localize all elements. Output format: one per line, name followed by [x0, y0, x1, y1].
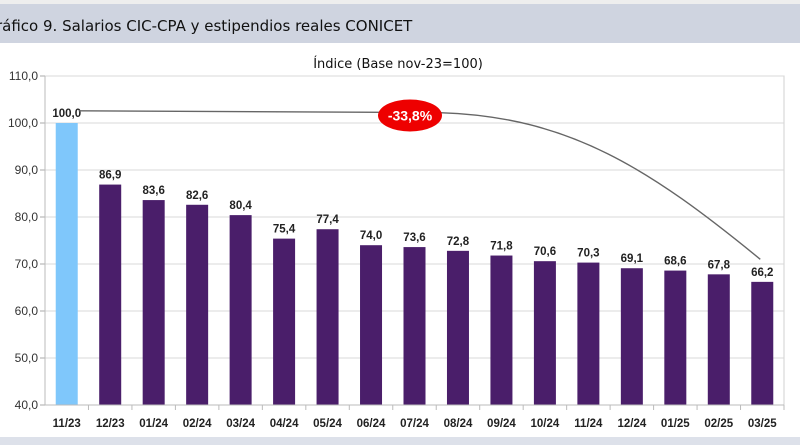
- bar-07-24: [403, 247, 426, 405]
- y-tick-label: 70,0: [15, 257, 39, 271]
- bar-03-25: [751, 281, 774, 405]
- figure-title: ráfico 9. Salarios CIC-CPA y estipendios…: [0, 17, 413, 35]
- x-tick-label: 02/25: [704, 418, 733, 430]
- data-label: 73,6: [403, 232, 425, 244]
- data-label: 74,0: [360, 230, 382, 242]
- data-label: 77,4: [316, 214, 339, 226]
- bar-01-24: [142, 200, 165, 405]
- trend-annotation: -33,8%: [78, 99, 761, 260]
- x-tick-label: 11/24: [574, 418, 603, 430]
- bar-03-24: [229, 215, 252, 405]
- bar-12-23: [99, 184, 122, 405]
- x-axis: 11/23 12/23 01/24 02/24 03/24 04/24 05/24 06/24…: [45, 404, 785, 430]
- annotation-label: -33,8%: [388, 107, 433, 123]
- x-tick-label: 08/24: [444, 418, 473, 430]
- data-label: 69,1: [621, 253, 644, 265]
- data-labels: 100,0 86,9 83,6 82,6 80,4 75,4 77,4 74,0 73,6 72,…: [52, 108, 773, 279]
- data-label: 70,3: [577, 248, 599, 260]
- y-tick-label: 40,0: [15, 398, 39, 412]
- x-tick-label: 12/24: [617, 418, 646, 430]
- x-tick-label: 01/25: [661, 418, 690, 430]
- bar-02-25: [707, 274, 730, 405]
- bar-10-24: [533, 261, 556, 405]
- x-tick-label: 11/23: [53, 418, 81, 430]
- bar-05-24: [316, 229, 339, 405]
- y-axis: 40,0 50,0 60,0 70,0 80,0 90,0 100,0 110,0: [8, 69, 46, 412]
- bar-09-24: [490, 255, 513, 405]
- data-label: 82,6: [186, 190, 208, 202]
- bars: [55, 123, 774, 405]
- data-label: 100,0: [52, 108, 81, 120]
- trend-curve: [78, 110, 761, 260]
- bar-06-24: [360, 245, 383, 405]
- bar-04-24: [273, 238, 296, 405]
- y-tick-label: 80,0: [15, 210, 39, 224]
- data-label: 75,4: [273, 224, 296, 236]
- data-label: 80,4: [229, 200, 252, 212]
- bar-01-25: [664, 270, 687, 405]
- x-tick-label: 06/24: [357, 418, 386, 430]
- data-label: 70,6: [534, 246, 556, 258]
- bar-11-23: [55, 123, 78, 405]
- y-tick-label: 90,0: [15, 163, 39, 177]
- x-tick-label: 05/24: [313, 418, 342, 430]
- x-tick-label: 02/24: [183, 418, 212, 430]
- window-top-strip: [0, 0, 800, 4]
- data-label: 86,9: [99, 170, 121, 182]
- chart-subtitle: Índice (Base nov-23=100): [313, 56, 483, 72]
- x-tick-label: 03/24: [226, 418, 255, 430]
- x-tick-label: 01/24: [139, 418, 168, 430]
- bar-11-24: [577, 262, 600, 405]
- bar-02-24: [186, 204, 209, 405]
- y-tick-label: 100,0: [8, 116, 38, 130]
- x-tick-label: 10/24: [531, 418, 560, 430]
- data-label: 83,6: [142, 185, 164, 197]
- y-tick-label: 60,0: [15, 304, 39, 318]
- data-label: 67,8: [708, 259, 731, 271]
- data-label: 66,2: [751, 267, 773, 279]
- x-tick-label: 07/24: [400, 418, 429, 430]
- bar-chart: Índice (Base nov-23=100) 40,0 50,0 60,0 70,…: [8, 56, 785, 430]
- y-tick-label: 110,0: [9, 69, 38, 83]
- figure-footer-band: [0, 437, 800, 445]
- data-label: 71,8: [490, 241, 513, 253]
- x-tick-label: 12/23: [96, 418, 125, 430]
- bar-12-24: [620, 268, 643, 405]
- data-label: 72,8: [447, 236, 470, 248]
- x-tick-label: 04/24: [270, 418, 299, 430]
- x-tick-label: 03/25: [748, 418, 777, 430]
- figure-header: ráfico 9. Salarios CIC-CPA y estipendios…: [0, 4, 800, 43]
- bar-08-24: [446, 250, 469, 405]
- annotation-badge: [378, 99, 442, 132]
- y-tick-label: 50,0: [15, 351, 39, 365]
- data-label: 68,6: [664, 256, 686, 268]
- x-tick-label: 09/24: [487, 418, 516, 430]
